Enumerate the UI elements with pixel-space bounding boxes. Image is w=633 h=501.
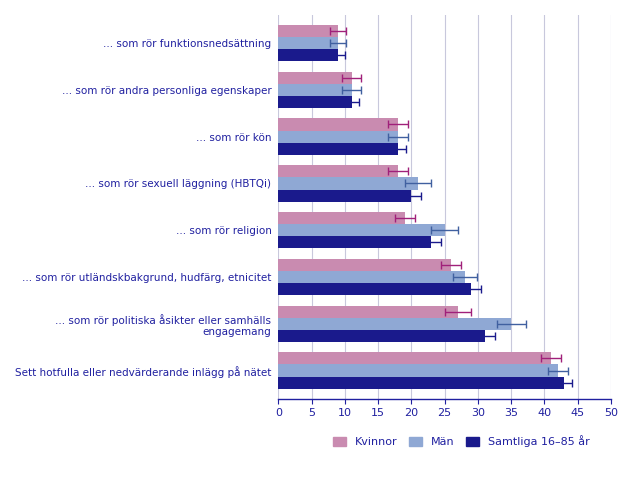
Bar xyxy=(279,131,398,143)
Bar xyxy=(279,224,444,236)
Bar xyxy=(279,330,485,342)
Bar xyxy=(279,37,338,49)
Bar xyxy=(279,189,411,202)
Bar xyxy=(279,259,451,271)
Bar xyxy=(279,236,431,248)
Bar xyxy=(279,377,565,389)
Bar xyxy=(279,352,551,364)
Bar xyxy=(279,283,472,295)
Bar xyxy=(279,96,351,108)
Bar xyxy=(279,118,398,131)
Bar xyxy=(279,177,418,189)
Bar xyxy=(279,72,351,84)
Bar xyxy=(279,364,558,377)
Bar xyxy=(279,212,404,224)
Bar xyxy=(279,84,351,96)
Bar xyxy=(279,318,511,330)
Bar xyxy=(279,165,398,177)
Bar xyxy=(279,143,398,155)
Bar xyxy=(279,25,338,37)
Bar xyxy=(279,306,458,318)
Bar xyxy=(279,49,338,61)
Bar xyxy=(279,271,465,283)
Legend: Kvinnor, Män, Samtliga 16–85 år: Kvinnor, Män, Samtliga 16–85 år xyxy=(330,432,593,450)
